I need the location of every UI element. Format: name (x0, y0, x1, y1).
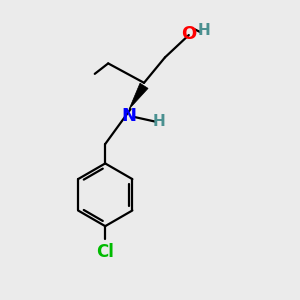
Text: Cl: Cl (96, 244, 114, 262)
Text: H: H (197, 23, 210, 38)
Text: H: H (153, 114, 165, 129)
Polygon shape (129, 83, 148, 109)
Text: N: N (122, 107, 136, 125)
Text: O: O (181, 25, 196, 43)
